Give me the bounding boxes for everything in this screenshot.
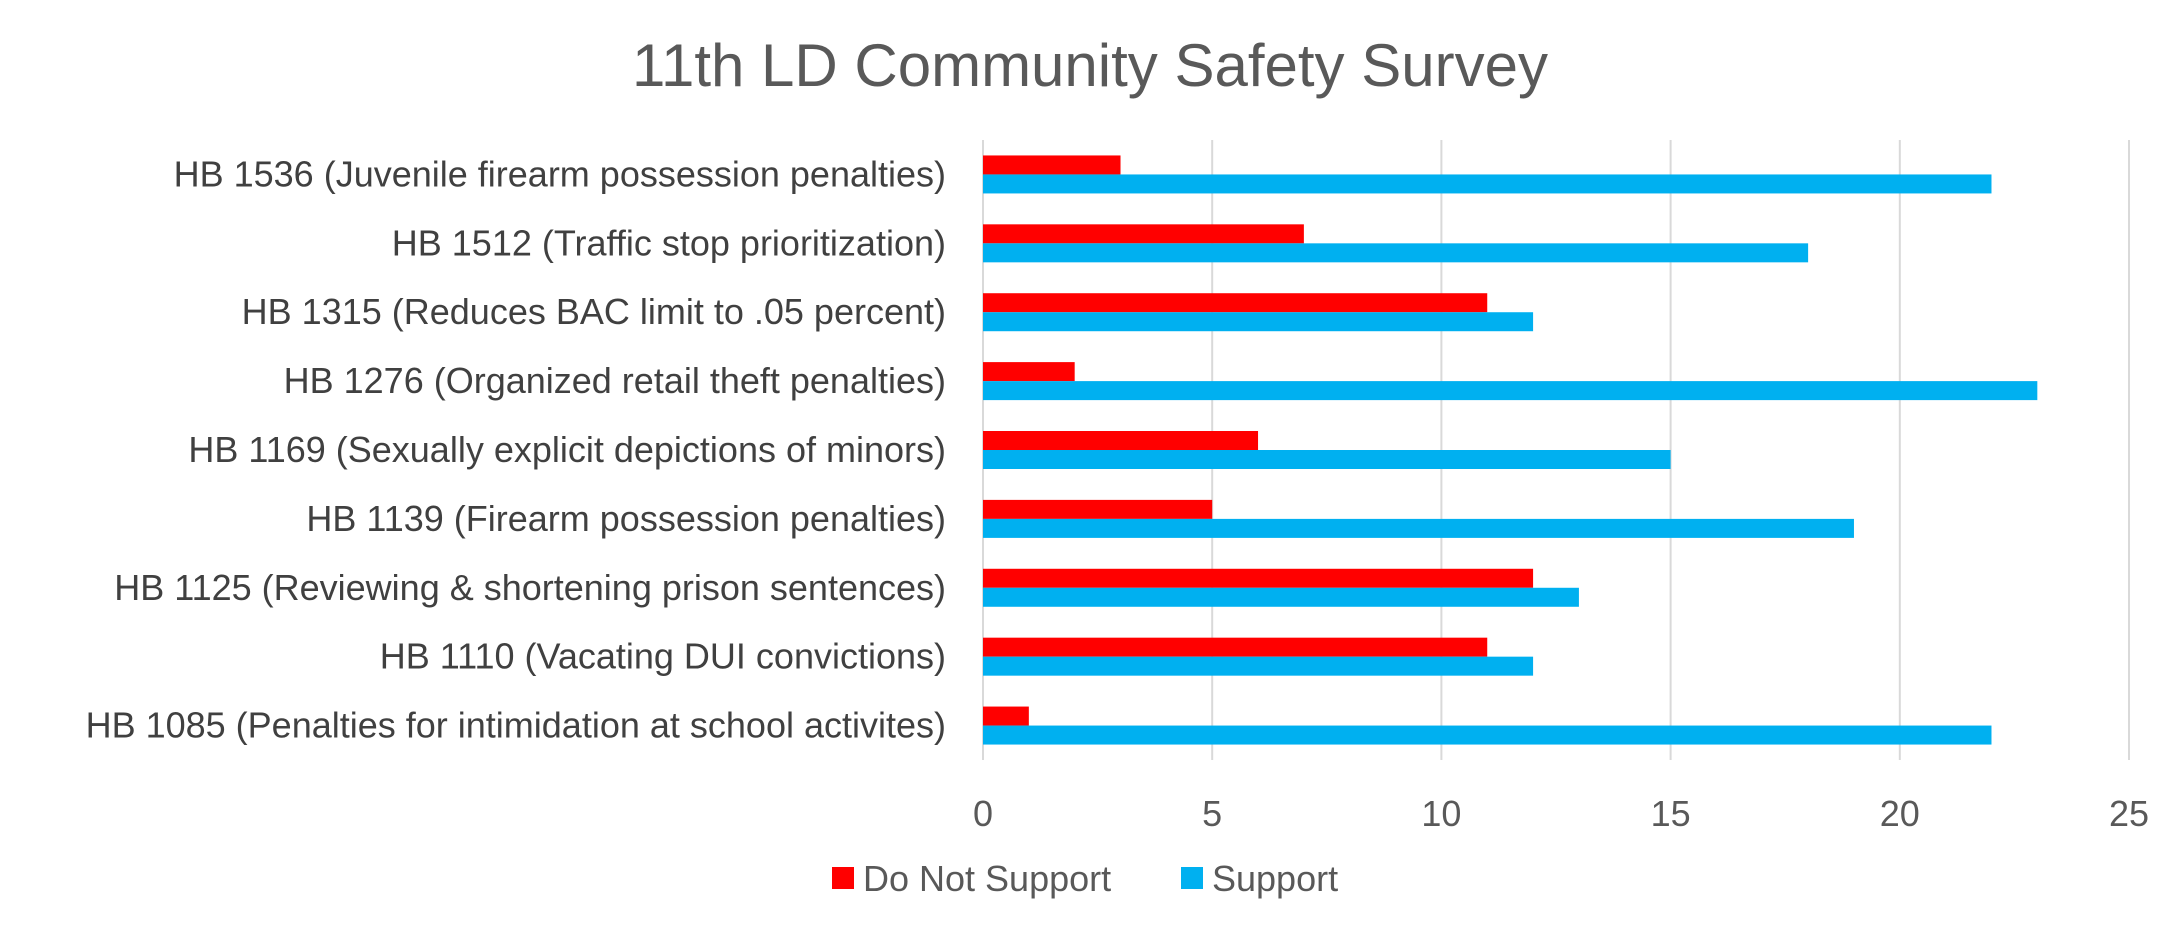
legend-label-support: Support [1212, 858, 1338, 899]
category-labels: HB 1536 (Juvenile firearm possession pen… [86, 153, 946, 745]
bar-support [983, 312, 1534, 332]
category-label: HB 1110 (Vacating DUI convictions) [380, 636, 946, 677]
category-label: HB 1315 (Reduces BAC limit to .05 percen… [242, 291, 946, 332]
bar-support [983, 518, 1854, 538]
category-label: HB 1536 (Juvenile firearm possession pen… [174, 153, 946, 194]
category-label: HB 1276 (Organized retail theft penaltie… [284, 360, 946, 401]
bar-do-not-support [983, 224, 1304, 244]
bar-support [983, 243, 1809, 263]
bar-support [983, 450, 1671, 469]
legend-swatch-support [1181, 867, 1203, 889]
bar-do-not-support [983, 362, 1075, 382]
category-label: HB 1169 (Sexually explicit depictions of… [188, 429, 946, 470]
bar-do-not-support [983, 706, 1029, 726]
x-tick-label: 15 [1651, 793, 1691, 834]
chart-title: 11th LD Community Safety Survey [632, 32, 1548, 99]
category-label: HB 1085 (Penalties for intimidation at s… [86, 705, 946, 746]
bar-do-not-support [983, 568, 1534, 588]
bar-do-not-support [983, 155, 1121, 175]
bar-support [983, 174, 1992, 194]
bar-support [983, 656, 1534, 676]
bar-do-not-support [983, 431, 1259, 450]
legend: Do Not Support Support [832, 858, 1338, 899]
legend-label-do-not-support: Do Not Support [863, 858, 1111, 899]
x-tick-label: 5 [1202, 793, 1222, 834]
category-label: HB 1512 (Traffic stop prioritization) [392, 222, 946, 263]
bar-do-not-support [983, 637, 1488, 657]
x-axis-tick-labels: 0 5 10 15 20 25 [973, 793, 2149, 834]
category-label: HB 1139 (Firearm possession penalties) [306, 498, 946, 539]
bar-support [983, 381, 2038, 401]
x-tick-label: 20 [1880, 793, 1920, 834]
bar-support [983, 725, 1992, 745]
category-label: HB 1125 (Reviewing & shortening prison s… [114, 567, 946, 608]
bars [983, 155, 2038, 745]
x-tick-label: 10 [1421, 793, 1461, 834]
bar-do-not-support [983, 499, 1213, 519]
bar-support [983, 587, 1579, 607]
x-tick-label: 25 [2109, 793, 2149, 834]
legend-swatch-do-not-support [832, 867, 854, 889]
x-tick-label: 0 [973, 793, 993, 834]
bar-do-not-support [983, 293, 1488, 313]
